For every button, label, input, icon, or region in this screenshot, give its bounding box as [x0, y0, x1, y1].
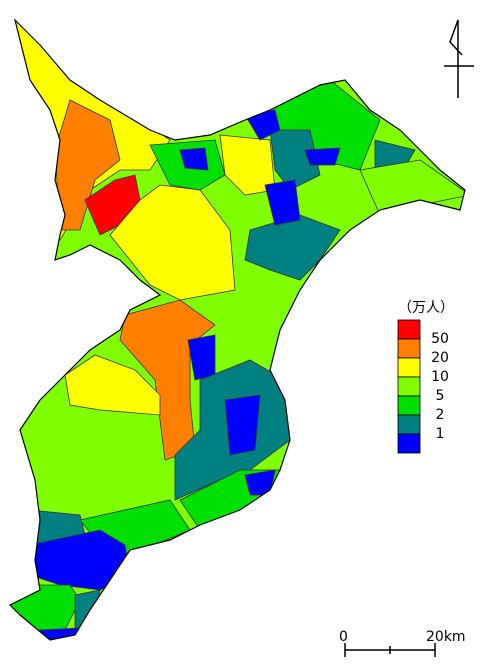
region	[109, 184, 236, 301]
legend-swatch	[397, 433, 421, 454]
region	[304, 147, 341, 166]
scale-end: 20km	[426, 629, 466, 645]
scale-bar	[344, 643, 436, 657]
legend: （万人） 50 20 10 5 2 1	[397, 300, 454, 454]
legend-swatch	[397, 395, 421, 416]
region	[359, 159, 465, 216]
region	[39, 627, 81, 640]
legend-label: 50	[431, 331, 449, 347]
legend-swatch	[397, 357, 421, 378]
region	[264, 179, 301, 226]
region	[64, 354, 161, 416]
region	[179, 147, 209, 171]
legend-label: 2	[436, 407, 445, 423]
region	[269, 129, 321, 191]
region	[244, 214, 341, 281]
legend-label: 20	[431, 350, 449, 366]
legend-swatch	[397, 338, 421, 359]
region	[74, 589, 101, 631]
legend-label: 10	[431, 369, 449, 385]
legend-swatch	[397, 376, 421, 397]
legend-title: （万人）	[398, 300, 454, 316]
legend-label: 5	[436, 388, 445, 404]
region	[224, 394, 261, 456]
legend-swatch	[397, 414, 421, 435]
legend-label: 1	[436, 426, 445, 442]
legend-swatch	[397, 319, 421, 340]
scale-start: 0	[339, 629, 348, 645]
north-arrow	[444, 19, 474, 98]
